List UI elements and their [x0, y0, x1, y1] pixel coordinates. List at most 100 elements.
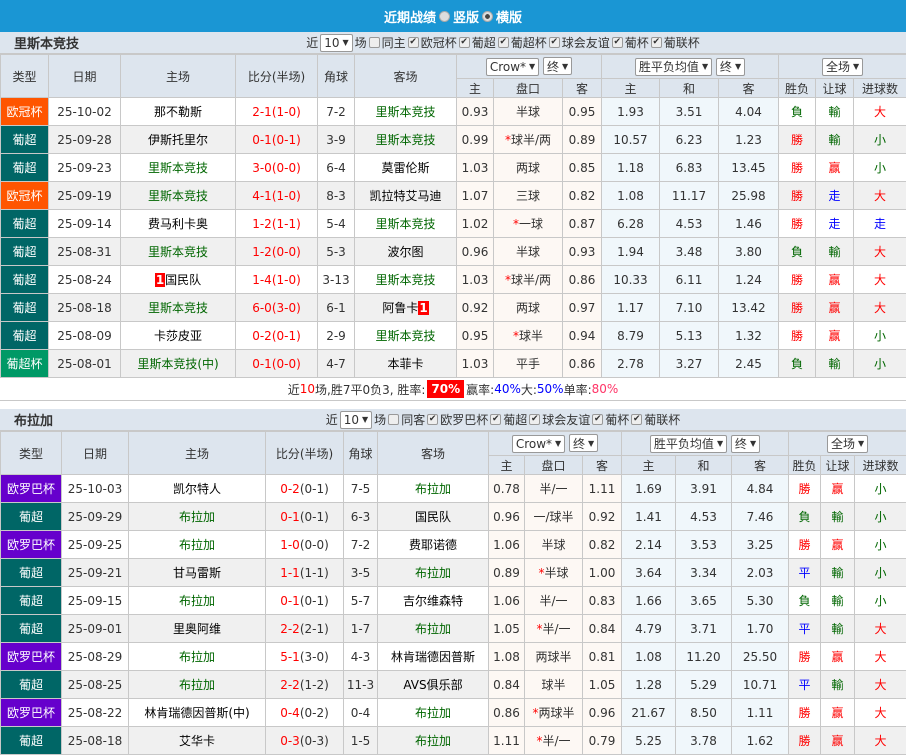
type-cell[interactable]: 欧罗巴杯 — [1, 475, 62, 503]
radio-horizontal[interactable] — [482, 11, 493, 22]
home-cell[interactable]: 卡莎皮亚 — [121, 322, 236, 350]
end2-select[interactable]: 终▼ — [731, 435, 760, 453]
end-select[interactable]: 终▼ — [543, 57, 572, 75]
home-cell[interactable]: 布拉加 — [129, 643, 266, 671]
score-cell[interactable]: 0-1(0-0) — [236, 350, 318, 378]
type-cell[interactable]: 葡超 — [1, 238, 49, 266]
count-select[interactable]: 10▼ — [340, 411, 372, 429]
score-cell[interactable]: 0-1(0-1) — [266, 587, 344, 615]
filter-checkbox[interactable]: ✔ — [549, 37, 560, 48]
company-select[interactable]: Crow*▼ — [512, 435, 565, 453]
home-cell[interactable]: 那不勒斯 — [121, 98, 236, 126]
same-venue-checkbox[interactable] — [369, 37, 380, 48]
away-cell[interactable]: 吉尔维森特 — [378, 587, 489, 615]
filter-checkbox[interactable]: ✔ — [592, 414, 603, 425]
home-cell[interactable]: 里斯本竞技 — [121, 294, 236, 322]
type-cell[interactable]: 葡超 — [1, 126, 49, 154]
scope-select[interactable]: 全场▼ — [827, 435, 868, 453]
filter-checkbox[interactable]: ✔ — [612, 37, 623, 48]
type-cell[interactable]: 欧罗巴杯 — [1, 643, 62, 671]
home-cell[interactable]: 里斯本竞技 — [121, 182, 236, 210]
score-cell[interactable]: 2-2(1-2) — [266, 671, 344, 699]
away-cell[interactable]: 凯拉特艾马迪 — [355, 182, 457, 210]
away-cell[interactable]: 林肯瑞德因普斯 — [378, 643, 489, 671]
score-cell[interactable]: 0-3(0-3) — [266, 727, 344, 755]
type-cell[interactable]: 葡超 — [1, 615, 62, 643]
type-cell[interactable]: 葡超 — [1, 587, 62, 615]
away-cell[interactable]: 布拉加 — [378, 727, 489, 755]
type-cell[interactable]: 欧冠杯 — [1, 98, 49, 126]
type-cell[interactable]: 葡超 — [1, 294, 49, 322]
away-cell[interactable]: 里斯本竞技 — [355, 98, 457, 126]
away-cell[interactable]: AVS俱乐部 — [378, 671, 489, 699]
avg-select[interactable]: 胜平负均值▼ — [635, 58, 712, 76]
score-cell[interactable]: 1-2(0-0) — [236, 238, 318, 266]
same-venue-checkbox[interactable] — [388, 414, 399, 425]
score-cell[interactable]: 0-2(0-1) — [266, 475, 344, 503]
type-cell[interactable]: 欧罗巴杯 — [1, 531, 62, 559]
away-cell[interactable]: 布拉加 — [378, 615, 489, 643]
score-cell[interactable]: 2-2(2-1) — [266, 615, 344, 643]
end-select[interactable]: 终▼ — [569, 434, 598, 452]
away-cell[interactable]: 布拉加 — [378, 699, 489, 727]
away-cell[interactable]: 布拉加 — [378, 475, 489, 503]
home-cell[interactable]: 布拉加 — [129, 503, 266, 531]
type-cell[interactable]: 葡超杯 — [1, 350, 49, 378]
home-cell[interactable]: 里斯本竞技 — [121, 154, 236, 182]
type-cell[interactable]: 葡超 — [1, 671, 62, 699]
home-cell[interactable]: 甘马雷斯 — [129, 559, 266, 587]
type-cell[interactable]: 欧罗巴杯 — [1, 699, 62, 727]
avg-select[interactable]: 胜平负均值▼ — [650, 435, 727, 453]
score-cell[interactable]: 0-1(0-1) — [236, 126, 318, 154]
away-cell[interactable]: 波尔图 — [355, 238, 457, 266]
type-cell[interactable]: 葡超 — [1, 154, 49, 182]
score-cell[interactable]: 6-0(3-0) — [236, 294, 318, 322]
score-cell[interactable]: 2-1(1-0) — [236, 98, 318, 126]
score-cell[interactable]: 1-4(1-0) — [236, 266, 318, 294]
filter-checkbox[interactable]: ✔ — [651, 37, 662, 48]
count-select[interactable]: 10▼ — [320, 34, 352, 52]
home-cell[interactable]: 1国民队 — [121, 266, 236, 294]
scope-select[interactable]: 全场▼ — [822, 58, 863, 76]
type-cell[interactable]: 葡超 — [1, 210, 49, 238]
score-cell[interactable]: 0-4(0-2) — [266, 699, 344, 727]
score-cell[interactable]: 0-1(0-1) — [266, 503, 344, 531]
away-cell[interactable]: 里斯本竞技 — [355, 266, 457, 294]
home-cell[interactable]: 林肯瑞德因普斯(中) — [129, 699, 266, 727]
end2-select[interactable]: 终▼ — [716, 58, 745, 76]
home-cell[interactable]: 布拉加 — [129, 531, 266, 559]
company-select[interactable]: Crow*▼ — [486, 58, 539, 76]
type-cell[interactable]: 葡超 — [1, 503, 62, 531]
away-cell[interactable]: 里斯本竞技 — [355, 322, 457, 350]
type-cell[interactable]: 葡超 — [1, 322, 49, 350]
filter-checkbox[interactable]: ✔ — [490, 414, 501, 425]
filter-checkbox[interactable]: ✔ — [427, 414, 438, 425]
away-cell[interactable]: 莫雷伦斯 — [355, 154, 457, 182]
type-cell[interactable]: 葡超 — [1, 727, 62, 755]
home-cell[interactable]: 里斯本竞技(中) — [121, 350, 236, 378]
score-cell[interactable]: 3-0(0-0) — [236, 154, 318, 182]
home-cell[interactable]: 布拉加 — [129, 671, 266, 699]
score-cell[interactable]: 1-2(1-1) — [236, 210, 318, 238]
away-cell[interactable]: 里斯本竞技 — [355, 210, 457, 238]
home-cell[interactable]: 里奥阿维 — [129, 615, 266, 643]
filter-checkbox[interactable]: ✔ — [529, 414, 540, 425]
away-cell[interactable]: 布拉加 — [378, 559, 489, 587]
away-cell[interactable]: 里斯本竞技 — [355, 126, 457, 154]
filter-checkbox[interactable]: ✔ — [631, 414, 642, 425]
radio-vertical[interactable] — [439, 11, 450, 22]
filter-checkbox[interactable]: ✔ — [408, 37, 419, 48]
home-cell[interactable]: 里斯本竞技 — [121, 238, 236, 266]
away-cell[interactable]: 本菲卡 — [355, 350, 457, 378]
away-cell[interactable]: 国民队 — [378, 503, 489, 531]
home-cell[interactable]: 艾华卡 — [129, 727, 266, 755]
home-cell[interactable]: 费马利卡奥 — [121, 210, 236, 238]
type-cell[interactable]: 葡超 — [1, 266, 49, 294]
score-cell[interactable]: 1-0(0-0) — [266, 531, 344, 559]
filter-checkbox[interactable]: ✔ — [498, 37, 509, 48]
home-cell[interactable]: 凯尔特人 — [129, 475, 266, 503]
score-cell[interactable]: 5-1(3-0) — [266, 643, 344, 671]
away-cell[interactable]: 阿鲁卡1 — [355, 294, 457, 322]
away-cell[interactable]: 费耶诺德 — [378, 531, 489, 559]
score-cell[interactable]: 0-2(0-1) — [236, 322, 318, 350]
